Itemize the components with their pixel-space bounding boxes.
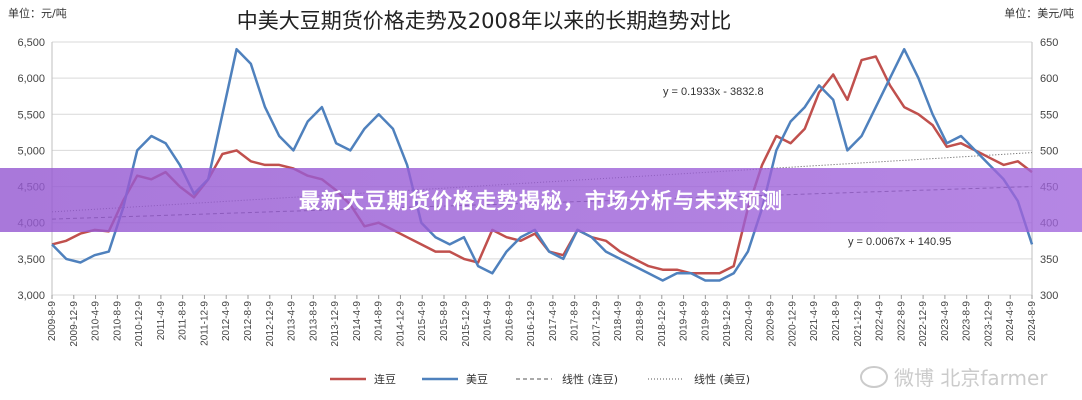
x-tick-label: 2018-8-9	[635, 301, 646, 341]
y-right-tick-label: 650	[1040, 37, 1058, 49]
x-tick-label: 2014-8-9	[374, 301, 385, 341]
x-tick-label: 2021-4-9	[809, 301, 820, 341]
x-tick-label: 2013-12-9	[330, 301, 341, 347]
right-unit-label: 单位：美元/吨	[1004, 6, 1074, 20]
x-tick-label: 2020-8-9	[766, 301, 777, 341]
x-tick-label: 2023-8-9	[962, 301, 973, 341]
x-tick-label: 2012-8-9	[243, 301, 254, 341]
y-right-tick-label: 550	[1040, 109, 1058, 121]
x-tick-label: 2016-4-9	[483, 301, 494, 341]
x-axis: 2009-8-9 2009-12-9 2010-4-9 2010-8-9 2010-12…	[47, 295, 1038, 347]
x-tick-label: 2018-4-9	[613, 301, 624, 341]
x-tick-label: 2015-4-9	[417, 301, 428, 341]
y-right-tick-label: 500	[1040, 145, 1058, 157]
x-tick-label: 2019-8-9	[700, 301, 711, 341]
y-right-tick-label: 350	[1040, 254, 1058, 266]
legend: 连豆 美豆 线性 (连豆) 线性 (美豆)	[330, 372, 750, 386]
x-tick-label: 2024-8-9	[1027, 301, 1038, 341]
trendline-equation-lianDou: y = 0.1933x - 3832.8	[663, 86, 764, 98]
x-tick-label: 2015-8-9	[439, 301, 450, 341]
x-tick-label: 2023-4-9	[940, 301, 951, 341]
watermark: 微博 北京farmer	[860, 366, 1048, 390]
chart-title: 中美大豆期货价格走势及2008年以来的长期趋势对比	[237, 9, 731, 33]
legend-label-trend-meiDou: 线性 (美豆)	[694, 372, 750, 386]
left-unit-label: 单位：元/吨	[8, 6, 67, 20]
x-tick-label: 2012-12-9	[265, 301, 276, 347]
watermark-text: 微博 北京farmer	[894, 366, 1048, 390]
y-right-tick-label: 300	[1040, 290, 1058, 302]
x-tick-label: 2021-12-9	[853, 301, 864, 347]
x-tick-label: 2017-4-9	[548, 301, 559, 341]
x-tick-label: 2015-12-9	[461, 301, 472, 347]
y-right-tick-label: 600	[1040, 73, 1058, 85]
x-tick-label: 2009-8-9	[47, 301, 58, 341]
headline-banner: 最新大豆期货价格走势揭秘，市场分析与未来预测	[0, 168, 1082, 232]
y-left-tick-label: 6,500	[17, 37, 45, 49]
x-tick-label: 2020-12-9	[787, 301, 798, 347]
x-tick-label: 2009-12-9	[69, 301, 80, 347]
trendline-equation-meiDou: y = 0.0067x + 140.95	[848, 236, 951, 248]
legend-label-lianDou: 连豆	[374, 373, 396, 386]
y-left-tick-label: 3,500	[17, 254, 45, 266]
weibo-icon	[860, 366, 888, 388]
x-tick-label: 2010-12-9	[134, 301, 145, 347]
y-left-tick-label: 3,000	[17, 290, 45, 302]
series-line-meiDou	[51, 47, 1034, 282]
x-tick-label: 2010-4-9	[91, 301, 102, 341]
x-tick-label: 2022-12-9	[918, 301, 929, 347]
x-tick-label: 2014-12-9	[395, 301, 406, 347]
x-tick-label: 2011-12-9	[199, 301, 210, 346]
x-tick-label: 2022-8-9	[896, 301, 907, 341]
x-tick-label: 2012-4-9	[221, 301, 232, 341]
series-lines	[51, 47, 1034, 282]
x-tick-label: 2017-12-9	[591, 301, 602, 347]
x-tick-label: 2020-4-9	[744, 301, 755, 341]
x-tick-label: 2011-8-9	[178, 301, 189, 341]
x-tick-label: 2024-4-9	[1005, 301, 1016, 341]
x-tick-label: 2017-8-9	[570, 301, 581, 341]
x-tick-label: 2022-4-9	[875, 301, 886, 341]
headline-text: 最新大豆期货价格走势揭秘，市场分析与未来预测	[299, 189, 783, 213]
x-tick-label: 2016-8-9	[504, 301, 515, 341]
y-left-tick-label: 5,500	[17, 109, 45, 121]
x-tick-label: 2018-12-9	[657, 301, 668, 347]
x-tick-label: 2019-4-9	[679, 301, 690, 341]
legend-label-meiDou: 美豆	[466, 373, 488, 386]
x-tick-label: 2016-12-9	[526, 301, 537, 347]
x-tick-label: 2013-8-9	[308, 301, 319, 341]
x-tick-label: 2021-8-9	[831, 301, 842, 341]
x-tick-label: 2014-4-9	[352, 301, 363, 341]
x-tick-label: 2010-8-9	[112, 301, 123, 341]
x-tick-label: 2011-4-9	[156, 301, 167, 341]
y-left-tick-label: 5,000	[17, 145, 45, 157]
x-tick-label: 2023-12-9	[983, 301, 994, 347]
x-tick-label: 2013-4-9	[287, 301, 298, 341]
y-left-tick-label: 6,000	[17, 73, 45, 85]
legend-label-trend-lianDou: 线性 (连豆)	[562, 372, 618, 386]
x-tick-label: 2019-12-9	[722, 301, 733, 347]
